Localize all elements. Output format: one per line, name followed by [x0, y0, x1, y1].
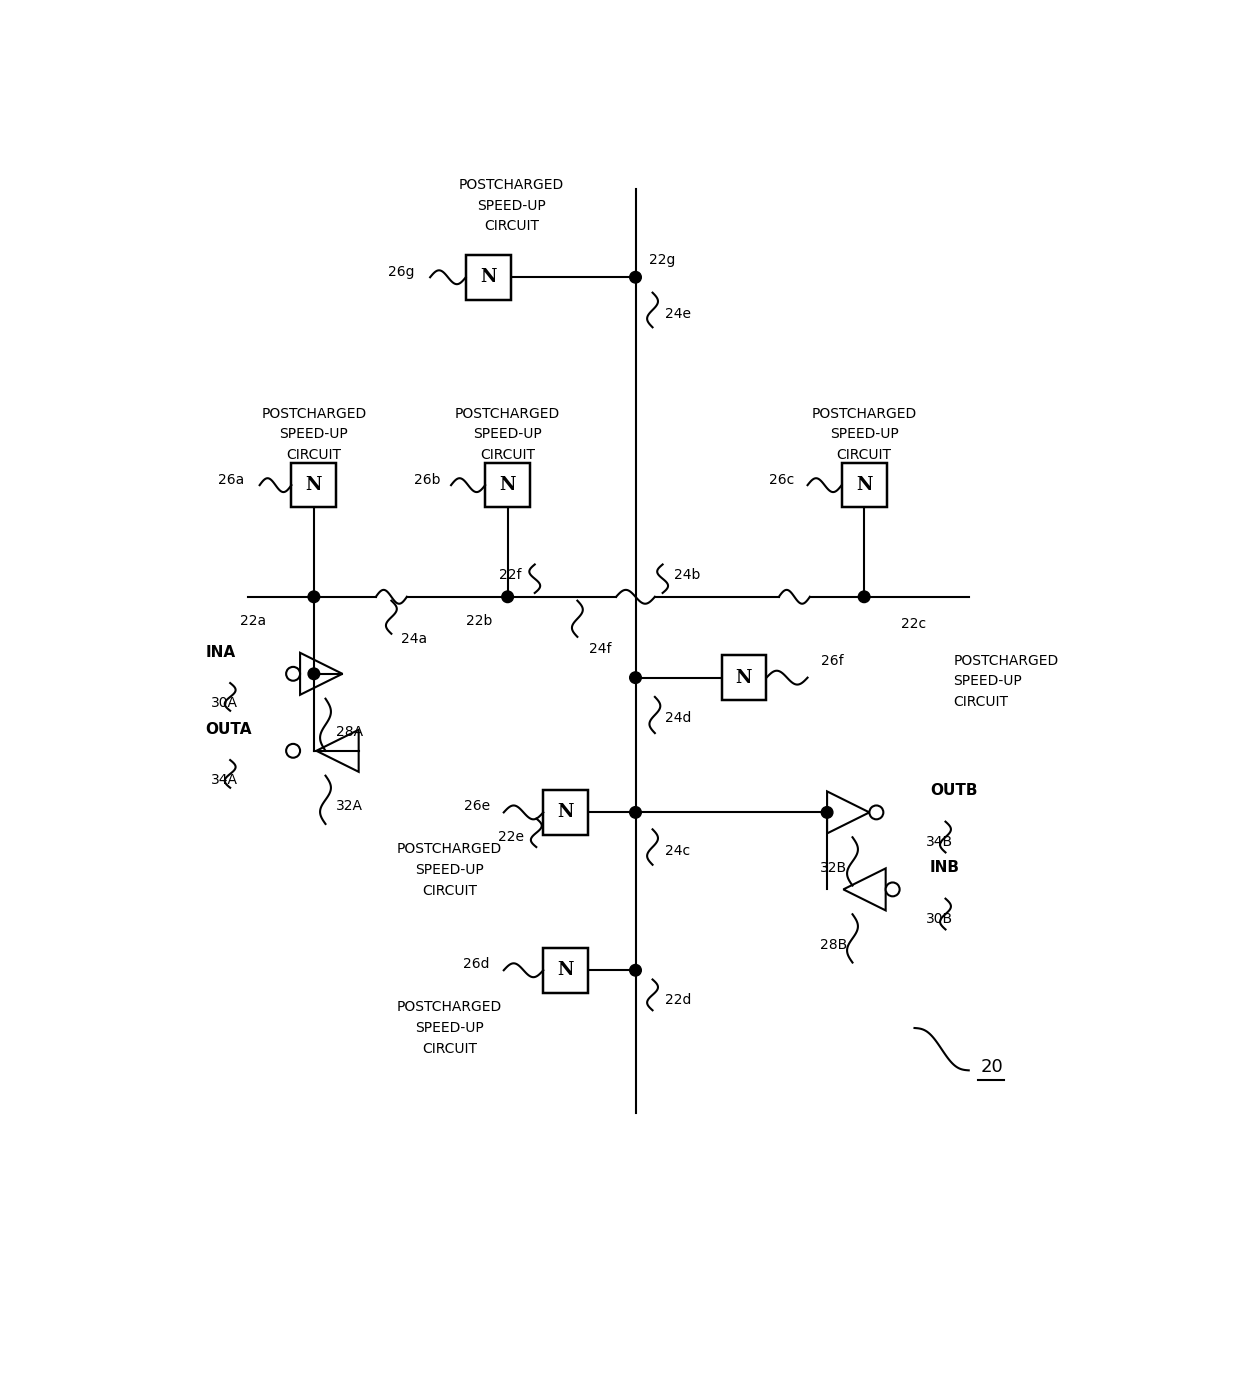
Text: 28A: 28A: [336, 724, 363, 738]
Text: 24b: 24b: [675, 569, 701, 582]
Text: POSTCHARGED: POSTCHARGED: [811, 407, 916, 421]
Bar: [842, 462, 887, 508]
Text: POSTCHARGED: POSTCHARGED: [455, 407, 560, 421]
Text: 24d: 24d: [665, 711, 692, 724]
Bar: [722, 656, 766, 700]
Text: N: N: [735, 669, 753, 687]
Text: 32A: 32A: [336, 799, 362, 813]
Text: INA: INA: [206, 644, 236, 660]
Text: SPEED-UP: SPEED-UP: [954, 675, 1022, 689]
Text: 26c: 26c: [769, 473, 795, 487]
Text: SPEED-UP: SPEED-UP: [415, 1021, 484, 1035]
Circle shape: [502, 591, 513, 603]
Circle shape: [630, 272, 641, 283]
Bar: [485, 462, 531, 508]
Text: CIRCUIT: CIRCUIT: [286, 448, 341, 462]
Text: SPEED-UP: SPEED-UP: [279, 428, 348, 442]
Text: 26a: 26a: [218, 473, 244, 487]
Circle shape: [630, 807, 641, 818]
Text: N: N: [500, 476, 516, 494]
Text: N: N: [558, 803, 574, 821]
Text: 26g: 26g: [388, 265, 414, 279]
Text: CIRCUIT: CIRCUIT: [422, 885, 477, 898]
Text: 34A: 34A: [211, 773, 238, 787]
Circle shape: [858, 591, 870, 603]
Text: 22f: 22f: [498, 569, 522, 582]
Text: CIRCUIT: CIRCUIT: [480, 448, 536, 462]
Text: 26e: 26e: [464, 799, 490, 813]
Text: POSTCHARGED: POSTCHARGED: [954, 654, 1059, 668]
Circle shape: [821, 807, 833, 818]
Text: POSTCHARGED: POSTCHARGED: [262, 407, 367, 421]
Text: INB: INB: [930, 860, 960, 875]
Circle shape: [308, 591, 320, 603]
Text: 30A: 30A: [211, 696, 238, 711]
Text: 22b: 22b: [466, 614, 492, 628]
Bar: [466, 255, 511, 299]
Text: 30B: 30B: [926, 912, 954, 926]
Text: POSTCHARGED: POSTCHARGED: [459, 178, 564, 192]
Circle shape: [286, 744, 300, 758]
Circle shape: [630, 965, 641, 976]
Circle shape: [630, 672, 641, 683]
Text: 22d: 22d: [665, 992, 692, 1006]
Text: SPEED-UP: SPEED-UP: [415, 862, 484, 878]
Text: 20: 20: [981, 1057, 1003, 1076]
Text: POSTCHARGED: POSTCHARGED: [397, 842, 502, 857]
Text: POSTCHARGED: POSTCHARGED: [397, 1000, 502, 1014]
Text: N: N: [558, 962, 574, 980]
Text: SPEED-UP: SPEED-UP: [830, 428, 899, 442]
Text: 34B: 34B: [926, 835, 954, 849]
Text: CIRCUIT: CIRCUIT: [837, 448, 892, 462]
Circle shape: [308, 668, 320, 679]
Bar: [543, 791, 588, 835]
Bar: [291, 462, 336, 508]
Text: CIRCUIT: CIRCUIT: [422, 1042, 477, 1056]
Circle shape: [869, 806, 883, 820]
Text: 24a: 24a: [402, 632, 428, 646]
Circle shape: [286, 667, 300, 680]
Text: 22c: 22c: [900, 617, 926, 631]
Text: 26f: 26f: [821, 654, 844, 668]
Text: 32B: 32B: [820, 861, 847, 875]
Text: 26b: 26b: [414, 473, 440, 487]
Text: 24e: 24e: [665, 308, 691, 322]
Text: N: N: [856, 476, 873, 494]
Text: 24f: 24f: [589, 642, 611, 656]
Text: OUTA: OUTA: [206, 722, 252, 737]
Text: OUTB: OUTB: [930, 784, 977, 799]
Text: CIRCUIT: CIRCUIT: [954, 696, 1008, 709]
Text: 24c: 24c: [665, 845, 691, 858]
Bar: [543, 948, 588, 992]
Text: SPEED-UP: SPEED-UP: [474, 428, 542, 442]
Text: 28B: 28B: [820, 938, 847, 952]
Text: SPEED-UP: SPEED-UP: [477, 199, 546, 213]
Text: N: N: [480, 268, 496, 286]
Text: N: N: [305, 476, 322, 494]
Text: 22a: 22a: [241, 614, 267, 628]
Text: CIRCUIT: CIRCUIT: [484, 219, 539, 233]
Text: 22e: 22e: [498, 829, 523, 845]
Circle shape: [885, 882, 900, 897]
Text: 26d: 26d: [464, 958, 490, 972]
Text: 22g: 22g: [650, 254, 676, 268]
